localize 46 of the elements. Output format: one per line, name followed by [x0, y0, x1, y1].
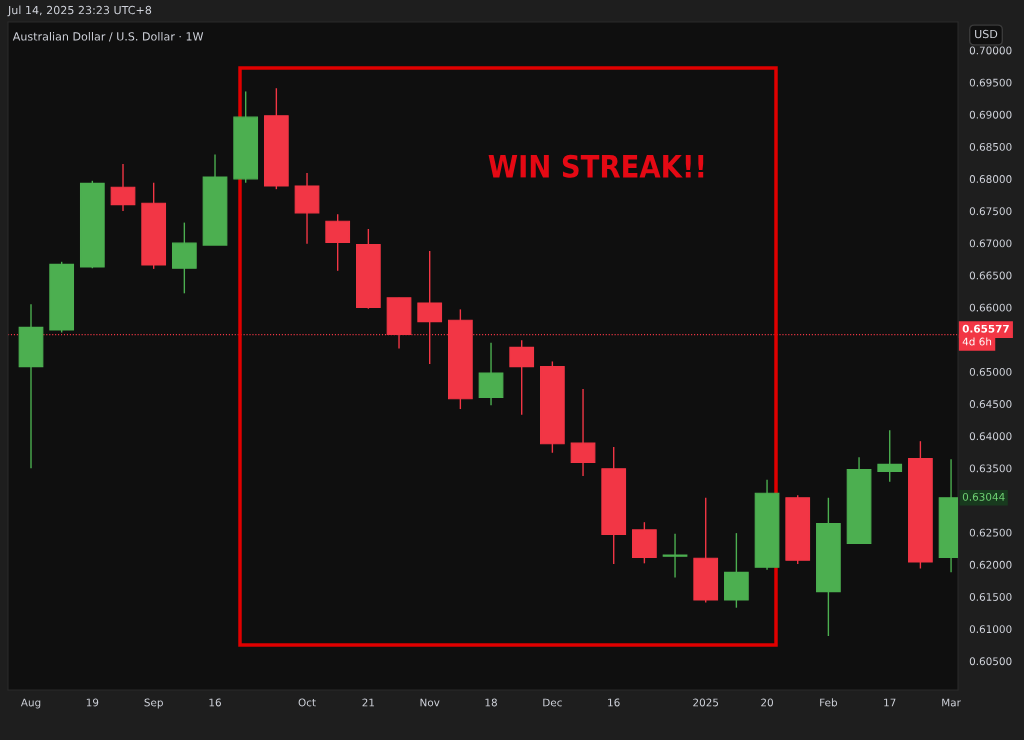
candlestick [509, 339, 535, 416]
y-tick-label: 0.63500 [969, 464, 1012, 473]
y-tick-label: 0.67000 [969, 239, 1012, 248]
y-tick-label: 0.61000 [969, 625, 1012, 634]
text: Australian Dollar / U.S. Dollar · 1W [12, 32, 204, 42]
x-tick-label: Oct [298, 698, 316, 707]
y-tick-label: 0.69500 [969, 78, 1012, 87]
y-tick-label: 0.62000 [969, 560, 1012, 569]
text: Jul 14, 2025 23:23 UTC+8 [7, 5, 152, 17]
x-tick-label: Dec [543, 698, 562, 707]
x-tick-label: Feb [820, 698, 838, 707]
x-tick-label: 16 [608, 698, 620, 707]
y-tick-label: 0.68500 [969, 142, 1012, 151]
candlestick [325, 213, 351, 272]
candlestick [662, 533, 688, 579]
y-tick-label: 0.66000 [969, 303, 1012, 312]
y-tick-label: 0.60500 [969, 657, 1012, 666]
y-tick-label: 0.61500 [969, 593, 1012, 601]
x-tick-label: 2025 [693, 698, 719, 707]
y-tick-label: 0.64000 [969, 432, 1012, 441]
x-tick-label: Aug [20, 698, 41, 709]
x-tick-label: 17 [884, 698, 896, 707]
candlestick [110, 163, 136, 212]
annotation: WIN STREAK!! [488, 154, 704, 178]
y-tick-label: 0.69000 [969, 110, 1012, 119]
x-tick-label: 16 [209, 698, 221, 707]
y-tick-label: 0.67500 [969, 207, 1012, 216]
y-axis-title: USD [975, 29, 998, 39]
candlestick [570, 388, 596, 477]
y-tick-label: 0.70000 [969, 46, 1012, 55]
text: 0.63044 [962, 492, 1005, 501]
y-tick-label: 0.64500 [969, 400, 1012, 408]
text: 4d 6h [962, 337, 992, 346]
x-tick-label: 18 [485, 698, 497, 707]
ref-line-label: 0.65577 [962, 324, 1009, 333]
y-tick-label: 0.65000 [969, 367, 1012, 376]
y-tick-label: 0.62500 [969, 528, 1012, 537]
y-tick-label: 0.66500 [969, 271, 1012, 280]
y-tick-label: 0.68000 [969, 175, 1012, 183]
x-tick-label: Nov [420, 698, 440, 707]
x-tick-label: Mar [942, 698, 961, 707]
x-tick-label: 20 [761, 698, 773, 707]
x-tick-label: Sep [144, 698, 163, 709]
x-tick-label: 19 [86, 698, 99, 707]
candlestick [877, 429, 903, 483]
x-tick-label: 21 [362, 698, 375, 707]
